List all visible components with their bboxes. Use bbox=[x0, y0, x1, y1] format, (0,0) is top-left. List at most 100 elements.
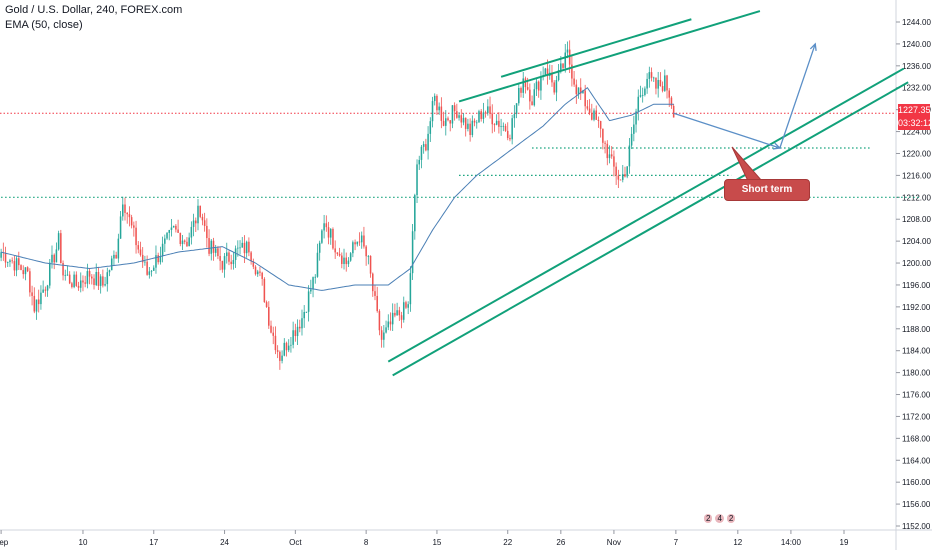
candle-body bbox=[119, 216, 122, 239]
candle-body bbox=[575, 84, 578, 95]
candle-body bbox=[71, 283, 73, 288]
candle-body bbox=[526, 87, 529, 90]
candle-body bbox=[179, 232, 182, 244]
candle-body bbox=[336, 252, 339, 254]
candle-body bbox=[312, 277, 314, 290]
candle-body bbox=[661, 86, 664, 91]
candle-body bbox=[491, 113, 494, 125]
candle-body bbox=[557, 70, 560, 81]
x-tick-label: 26 bbox=[556, 538, 565, 547]
candle-body bbox=[367, 255, 370, 257]
candle-body bbox=[529, 89, 531, 102]
candle-body bbox=[402, 302, 405, 320]
candle-body bbox=[46, 285, 49, 291]
candle-body bbox=[520, 88, 522, 93]
economic-events[interactable]: 2 4 2 bbox=[704, 514, 736, 523]
candle-body bbox=[51, 254, 53, 263]
candle-body bbox=[97, 272, 100, 286]
x-tick-label: 22 bbox=[503, 538, 512, 547]
candle-body bbox=[122, 204, 124, 217]
candle-body bbox=[130, 217, 133, 226]
candle-body bbox=[24, 267, 27, 275]
candle-body bbox=[206, 225, 208, 239]
candle-body bbox=[524, 78, 527, 88]
candle-body bbox=[615, 166, 617, 176]
candle-body bbox=[489, 106, 491, 114]
candle-body bbox=[79, 280, 82, 288]
candle-body bbox=[181, 240, 184, 244]
candle-body bbox=[95, 272, 98, 286]
candle-body bbox=[217, 248, 219, 257]
candle-body bbox=[622, 174, 624, 180]
candle-body bbox=[137, 245, 140, 250]
candle-body bbox=[0, 252, 2, 258]
candle-body bbox=[161, 243, 164, 257]
candle-body bbox=[259, 271, 261, 273]
candle-body bbox=[573, 78, 575, 85]
candle-body bbox=[650, 72, 653, 78]
candle-body bbox=[624, 174, 626, 177]
candle-body bbox=[270, 325, 272, 333]
candle-body bbox=[113, 254, 115, 259]
candle-body bbox=[256, 271, 259, 275]
candle-body bbox=[283, 342, 286, 356]
candle-body bbox=[562, 63, 564, 68]
y-tick-label: 1184.00 bbox=[902, 347, 931, 356]
event-flag-2[interactable]: 4 bbox=[715, 514, 724, 523]
candle-body bbox=[374, 291, 376, 296]
candle-body bbox=[183, 240, 186, 242]
candle-body bbox=[146, 261, 148, 275]
candle-body bbox=[535, 81, 538, 90]
candle-body bbox=[391, 312, 394, 325]
x-tick-label: Sep bbox=[0, 538, 9, 547]
candle-body bbox=[533, 89, 536, 106]
candle-body bbox=[20, 265, 22, 271]
event-flag-1[interactable]: 2 bbox=[704, 514, 713, 523]
candle-body bbox=[341, 255, 343, 264]
event-flag-3[interactable]: 2 bbox=[726, 514, 736, 523]
candle-body bbox=[385, 327, 387, 333]
candle-body bbox=[248, 241, 250, 253]
y-tick-label: 1152.00 bbox=[902, 522, 931, 531]
candle-body bbox=[560, 63, 562, 71]
x-tick-label: 7 bbox=[674, 538, 679, 547]
candle-body bbox=[555, 80, 558, 93]
candle-body bbox=[199, 205, 201, 217]
candle-body bbox=[274, 335, 277, 351]
candle-body bbox=[473, 120, 476, 123]
candle-body bbox=[9, 260, 11, 263]
candle-body bbox=[64, 274, 67, 276]
candle-body bbox=[595, 110, 598, 120]
candle-body bbox=[343, 257, 345, 264]
candle-body bbox=[245, 241, 248, 254]
candle-body bbox=[453, 105, 456, 112]
candle-body bbox=[586, 106, 589, 109]
candle-body bbox=[104, 284, 106, 286]
candle-body bbox=[433, 95, 436, 102]
candle-body bbox=[35, 299, 38, 312]
candle-body bbox=[347, 260, 350, 265]
candle-body bbox=[82, 280, 84, 283]
candle-body bbox=[637, 96, 640, 112]
short-term-support-callout[interactable]: Short term support bbox=[724, 179, 810, 215]
candle-body bbox=[577, 87, 580, 95]
candle-body bbox=[369, 255, 372, 274]
channel-bottom-upper bbox=[387, 67, 905, 363]
candle-body bbox=[551, 72, 553, 83]
candle-body bbox=[414, 195, 416, 232]
candle-body bbox=[630, 133, 633, 146]
candle-body bbox=[241, 242, 244, 248]
candle-body bbox=[13, 261, 16, 271]
channel-top-outer bbox=[458, 10, 761, 103]
candle-body bbox=[672, 105, 675, 118]
candle-body bbox=[261, 272, 263, 279]
candle-body bbox=[604, 142, 606, 144]
candle-body bbox=[425, 144, 427, 151]
candle-body bbox=[33, 295, 36, 312]
y-tick-label: 1164.00 bbox=[902, 456, 931, 465]
candle-body bbox=[172, 225, 175, 228]
candle-body bbox=[290, 344, 292, 346]
candle-body bbox=[159, 256, 162, 263]
candle-body bbox=[593, 110, 595, 120]
